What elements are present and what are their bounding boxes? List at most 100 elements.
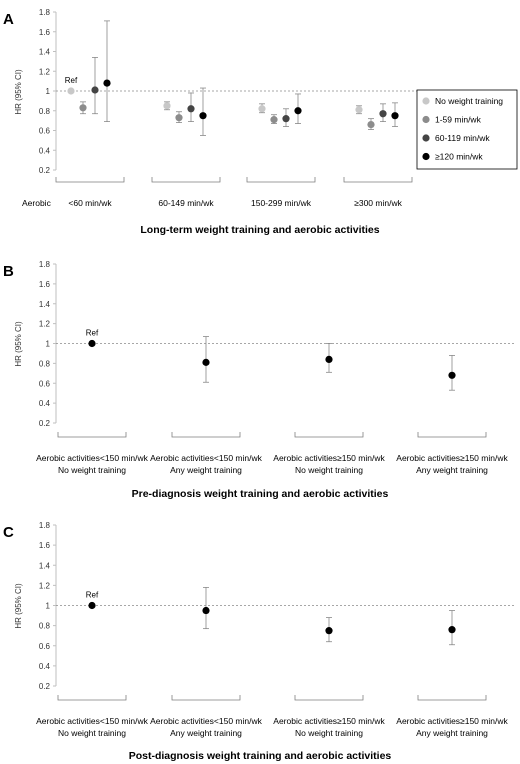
data-point xyxy=(187,105,195,113)
category-label: Aerobic activities≥150 min/wk xyxy=(273,453,385,463)
category-label: No weight training xyxy=(295,728,363,738)
data-point xyxy=(67,87,75,95)
y-tick-label: 1 xyxy=(46,602,51,611)
category-label: Aerobic activities≥150 min/wk xyxy=(396,453,508,463)
legend-marker xyxy=(422,134,430,142)
data-point xyxy=(175,114,183,122)
y-tick-label: 1.4 xyxy=(39,561,51,570)
legend-entry: No weight training xyxy=(435,96,503,106)
legend-box xyxy=(416,89,518,170)
category-label: Aerobic activities<150 min/wk xyxy=(150,453,262,463)
category-label: No weight training xyxy=(295,465,363,475)
category-bracket xyxy=(55,177,125,183)
data-point xyxy=(202,606,210,615)
data-point xyxy=(391,112,399,120)
legend-entry: ≥120 min/wk xyxy=(435,152,483,162)
category-label: 60-149 min/wk xyxy=(158,198,214,208)
legend-entry: 1-59 min/wk xyxy=(435,115,482,125)
y-tick-label: 0.6 xyxy=(39,642,51,651)
data-point xyxy=(270,116,278,124)
y-tick-label: 0.4 xyxy=(39,399,51,408)
y-tick-label: 1.2 xyxy=(39,320,51,329)
category-bracket xyxy=(294,695,364,701)
category-label: Aerobic activities<150 min/wk xyxy=(36,453,148,463)
legend-entry: 60-119 min/wk xyxy=(435,133,490,143)
y-tick-label: 1.4 xyxy=(39,48,51,57)
category-label: Aerobic activities<150 min/wk xyxy=(36,716,148,726)
point-label: Ref xyxy=(86,329,99,338)
data-point xyxy=(103,79,111,87)
category-label: Any weight training xyxy=(416,465,488,475)
legend-marker xyxy=(422,115,430,124)
y-tick-label: 1 xyxy=(46,340,51,349)
data-point xyxy=(282,115,290,123)
panel-b: B 0.2 0.4 0.6 0.8 1 1.2 1.4 1.6 1.8 HR (95% CI) Aer… xyxy=(3,260,515,500)
legend-marker xyxy=(422,152,430,161)
chart-title: Pre-diagnosis weight training and aerobi… xyxy=(132,488,389,500)
data-point xyxy=(88,601,96,610)
category-bracket xyxy=(417,695,487,701)
y-tick-label: 1.2 xyxy=(39,581,51,590)
y-tick-label: 0.2 xyxy=(39,166,51,175)
data-point xyxy=(199,112,207,120)
category-label: Any weight training xyxy=(170,465,242,475)
category-bracket xyxy=(343,177,413,183)
y-tick-label: 0.4 xyxy=(39,662,51,671)
y-tick-label: 1.8 xyxy=(39,521,51,530)
category-label: Any weight training xyxy=(170,728,242,738)
y-tick-label: 0.6 xyxy=(39,127,51,136)
y-tick-label: 1.6 xyxy=(39,541,51,550)
y-axis-title: HR (95% CI) xyxy=(14,583,23,629)
category-label: <60 min/wk xyxy=(68,198,112,208)
data-point xyxy=(325,627,333,635)
y-tick-label: 1.8 xyxy=(39,8,51,17)
category-label: Aerobic activities<150 min/wk xyxy=(150,716,262,726)
panel-label: C xyxy=(3,524,14,541)
chart-title: Post-diagnosis weight training and aerob… xyxy=(129,750,392,762)
category-label: Aerobic activities≥150 min/wk xyxy=(273,716,385,726)
y-tick-label: 0.2 xyxy=(39,682,51,691)
category-label: No weight training xyxy=(58,728,126,738)
legend-marker xyxy=(422,97,430,105)
data-point xyxy=(367,120,375,129)
category-label: Any weight training xyxy=(416,728,488,738)
data-point xyxy=(88,339,96,348)
y-tick-label: 1.6 xyxy=(39,280,51,289)
data-point xyxy=(163,102,171,110)
point-label: Ref xyxy=(86,591,99,600)
y-tick-label: 1.2 xyxy=(39,67,51,76)
y-tick-label: 0.8 xyxy=(39,359,51,368)
data-point xyxy=(202,358,210,366)
data-point xyxy=(79,104,87,112)
category-label: ≥300 min/wk xyxy=(354,198,402,208)
chart-title: Long-term weight training and aerobic ac… xyxy=(140,224,379,236)
y-tick-label: 0.2 xyxy=(39,419,51,428)
data-point xyxy=(448,371,456,379)
y-tick-label: 0.4 xyxy=(39,146,51,155)
y-tick-label: 1.8 xyxy=(39,260,51,269)
data-point xyxy=(379,110,387,118)
data-point xyxy=(294,107,302,115)
category-bracket xyxy=(57,432,127,438)
category-bracket xyxy=(417,432,487,438)
y-tick-label: 0.8 xyxy=(39,622,51,631)
data-point xyxy=(448,626,456,634)
y-tick-label: 0.6 xyxy=(39,379,51,388)
category-label: Aerobic activities≥150 min/wk xyxy=(396,716,508,726)
category-bracket xyxy=(294,432,364,438)
data-point xyxy=(258,105,266,113)
panel-c: C 0.2 0.4 0.6 0.8 1 1.2 1.4 1.6 1.8 HR (95% CI) Aer… xyxy=(3,521,515,762)
category-bracket xyxy=(57,695,127,701)
panel-a: A 0.2 0.4 0.6 0.8 1 1.2 1.4 1.6 1.8 HR (95% CI) <60… xyxy=(3,8,518,236)
panel-label: A xyxy=(3,11,14,28)
data-point xyxy=(325,355,333,363)
y-tick-label: 1.6 xyxy=(39,28,51,37)
y-axis-title: HR (95% CI) xyxy=(14,69,23,115)
category-label: 150-299 min/wk xyxy=(251,198,312,208)
panel-label: B xyxy=(3,263,14,280)
y-tick-label: 0.8 xyxy=(39,107,51,116)
category-bracket xyxy=(171,695,241,701)
category-bracket xyxy=(151,177,221,183)
data-point xyxy=(355,106,363,114)
